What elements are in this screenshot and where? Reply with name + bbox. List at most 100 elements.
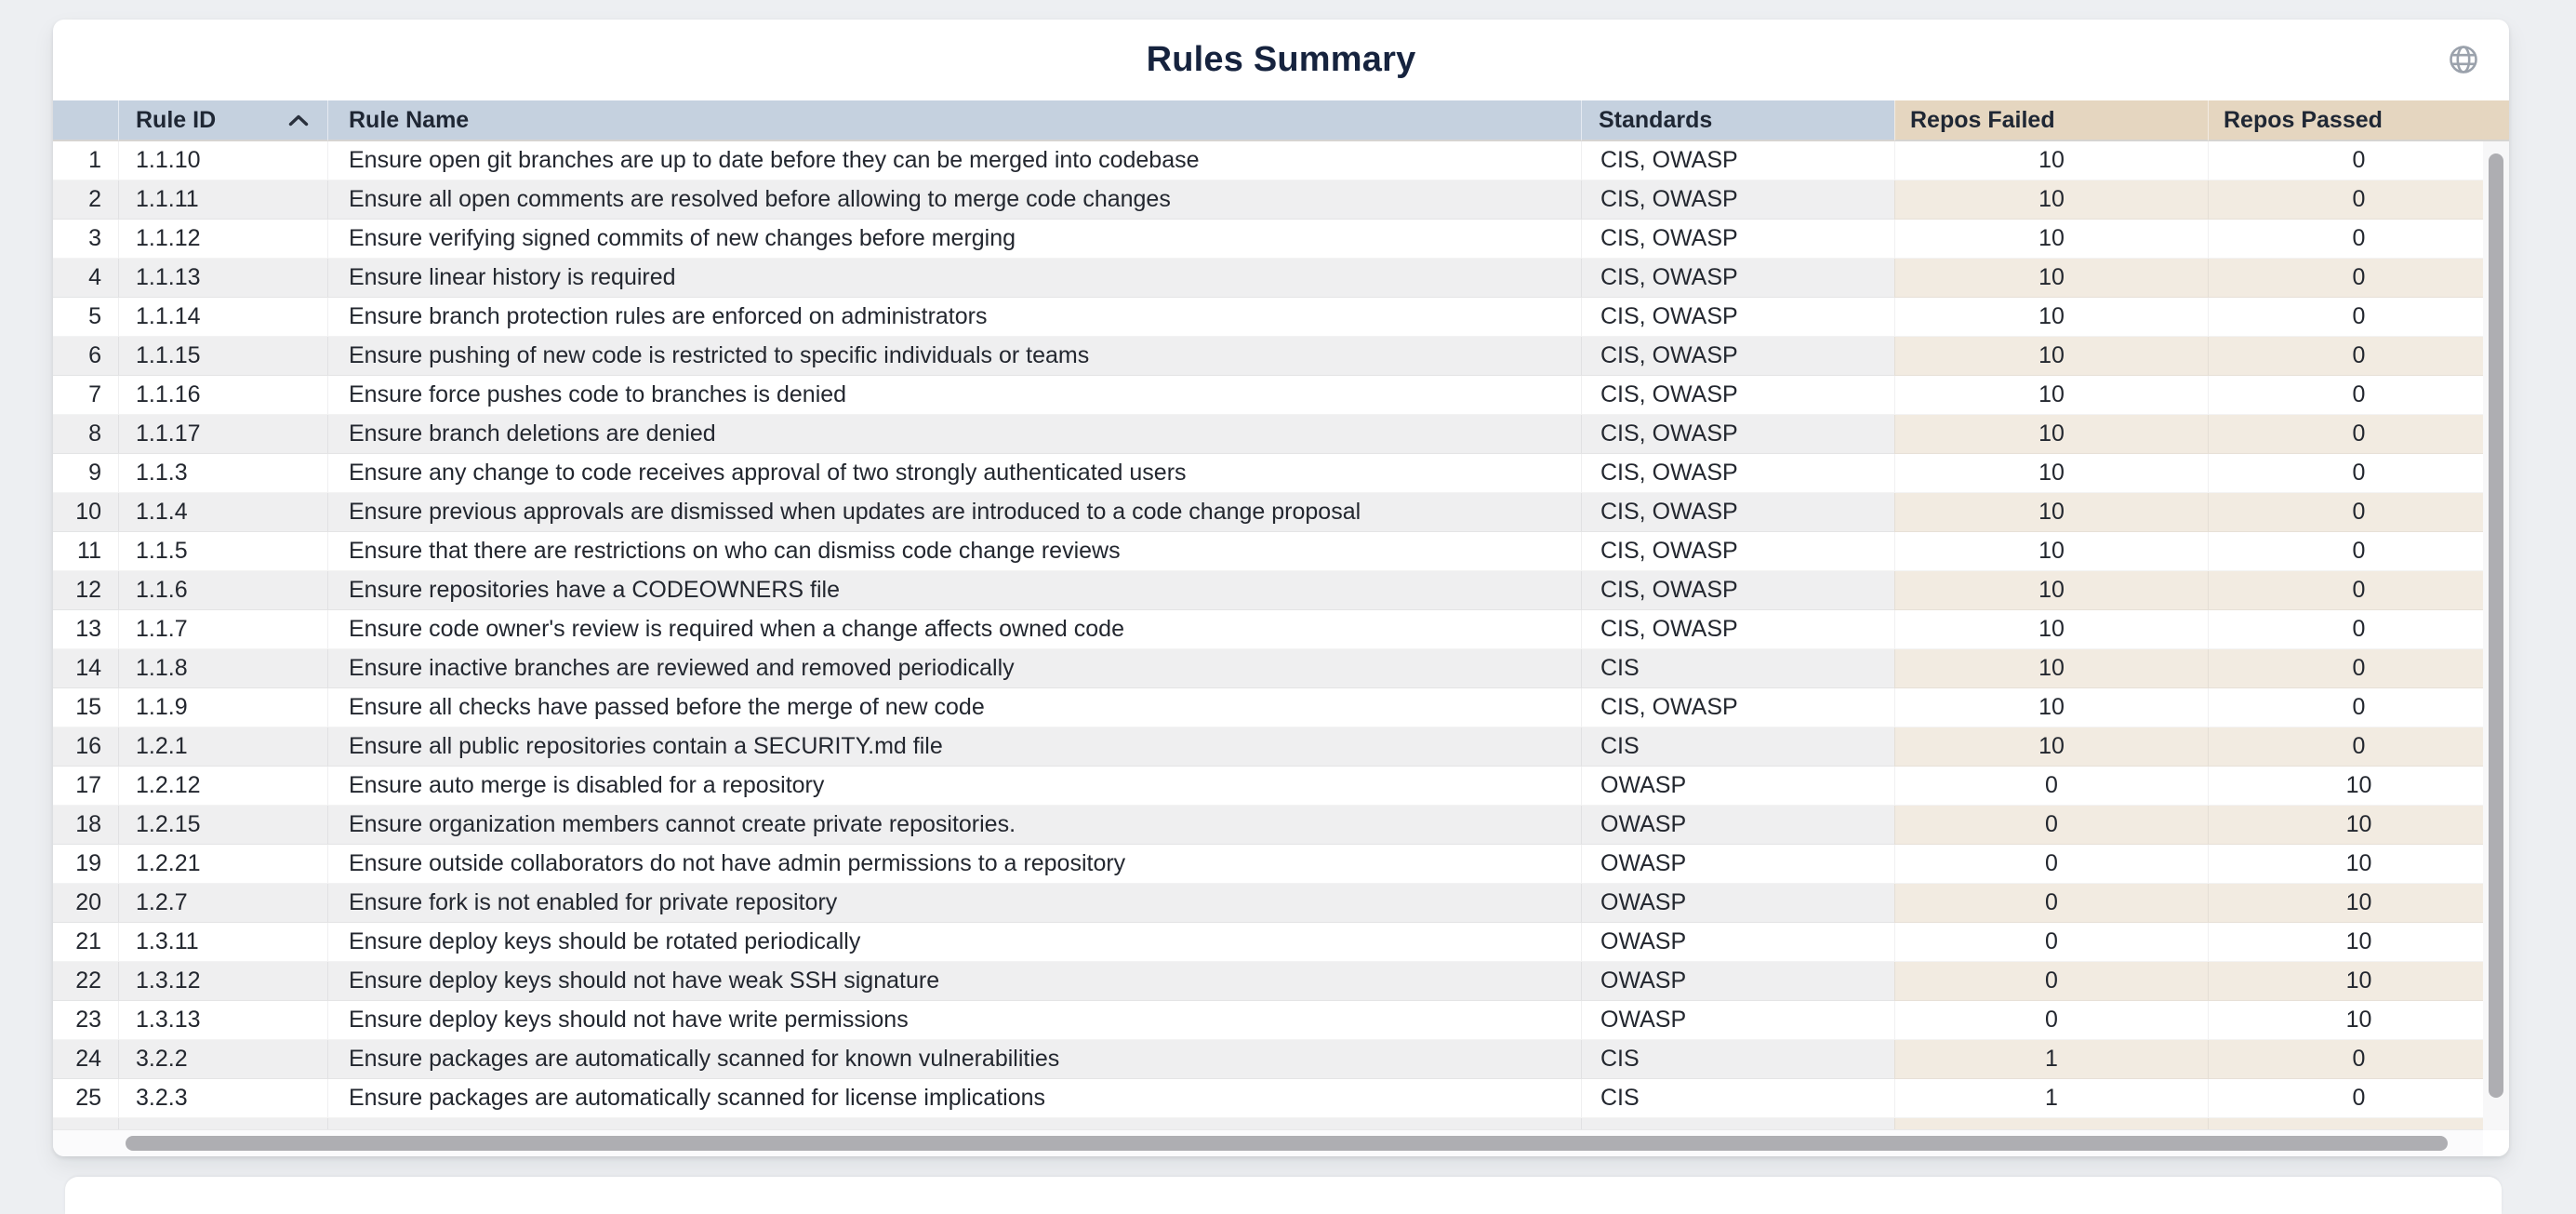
table-row[interactable]: 7 1.1.16 Ensure force pushes code to bra… — [53, 376, 2509, 415]
table-row[interactable]: 16 1.2.1 Ensure all public repositories … — [53, 727, 2509, 767]
row-index-cell: 7 — [53, 376, 118, 415]
repos-failed-cell: 0 — [1894, 962, 2208, 1001]
table-row[interactable]: 6 1.1.15 Ensure pushing of new code is r… — [53, 337, 2509, 376]
rule-id-cell: 1.2.12 — [118, 767, 327, 806]
repos-passed-cell: 0 — [2208, 1079, 2509, 1118]
repos-passed-cell: 0 — [2208, 688, 2509, 727]
repos-passed-cell: 0 — [2208, 571, 2509, 610]
vertical-scrollbar-thumb[interactable] — [2489, 153, 2503, 1098]
table-row[interactable]: 14 1.1.8 Ensure inactive branches are re… — [53, 649, 2509, 688]
rule-name-cell — [327, 1118, 1581, 1130]
standards-cell: CIS, OWASP — [1581, 688, 1894, 727]
repos-passed-cell: 10 — [2208, 923, 2509, 962]
standards-cell: OWASP — [1581, 767, 1894, 806]
table-row[interactable]: 24 3.2.2 Ensure packages are automatical… — [53, 1040, 2509, 1079]
header-cell-repos-passed[interactable]: Repos Passed — [2208, 100, 2509, 141]
row-index-cell: 2 — [53, 180, 118, 220]
row-index-cell: 12 — [53, 571, 118, 610]
rule-name-cell: Ensure code owner's review is required w… — [327, 610, 1581, 649]
standards-cell: CIS, OWASP — [1581, 298, 1894, 337]
standards-cell: CIS — [1581, 1040, 1894, 1079]
rule-name-cell: Ensure deploy keys should be rotated per… — [327, 923, 1581, 962]
table-row[interactable]: 2 1.1.11 Ensure all open comments are re… — [53, 180, 2509, 220]
repos-failed-cell: 10 — [1894, 337, 2208, 376]
rule-name-cell: Ensure packages are automatically scanne… — [327, 1079, 1581, 1118]
standards-cell: CIS, OWASP — [1581, 610, 1894, 649]
standards-cell: OWASP — [1581, 845, 1894, 884]
standards-cell: CIS, OWASP — [1581, 337, 1894, 376]
row-index-cell: 5 — [53, 298, 118, 337]
header-cell-rule-name[interactable]: Rule Name — [327, 100, 1581, 141]
standards-cell: CIS, OWASP — [1581, 376, 1894, 415]
repos-passed-cell: 0 — [2208, 220, 2509, 259]
repos-failed-cell: 1 — [1894, 1079, 2208, 1118]
rule-name-cell: Ensure linear history is required — [327, 259, 1581, 298]
table-row[interactable]: 5 1.1.14 Ensure branch protection rules … — [53, 298, 2509, 337]
standards-cell: CIS, OWASP — [1581, 259, 1894, 298]
table-row[interactable]: 1 1.1.10 Ensure open git branches are up… — [53, 141, 2509, 180]
repos-failed-cell: 10 — [1894, 141, 2208, 180]
repos-failed-cell: 10 — [1894, 571, 2208, 610]
table-row[interactable]: 22 1.3.12 Ensure deploy keys should not … — [53, 962, 2509, 1001]
globe-icon — [2447, 43, 2480, 76]
table-row[interactable]: 12 1.1.6 Ensure repositories have a CODE… — [53, 571, 2509, 610]
rule-name-cell: Ensure that there are restrictions on wh… — [327, 532, 1581, 571]
rule-name-cell: Ensure previous approvals are dismissed … — [327, 493, 1581, 532]
table-row[interactable]: 8 1.1.17 Ensure branch deletions are den… — [53, 415, 2509, 454]
repos-passed-cell: 0 — [2208, 649, 2509, 688]
page-title: Rules Summary — [1146, 40, 1416, 79]
table-row[interactable]: 9 1.1.3 Ensure any change to code receiv… — [53, 454, 2509, 493]
table-body: 1 1.1.10 Ensure open git branches are up… — [53, 141, 2509, 1130]
header-cell-standards[interactable]: Standards — [1581, 100, 1894, 141]
table-row[interactable]: 18 1.2.15 Ensure organization members ca… — [53, 806, 2509, 845]
rule-id-cell: 1.1.10 — [118, 141, 327, 180]
row-index-cell: 16 — [53, 727, 118, 767]
row-index-cell: 23 — [53, 1001, 118, 1040]
table-row[interactable]: 17 1.2.12 Ensure auto merge is disabled … — [53, 767, 2509, 806]
row-index-cell: 20 — [53, 884, 118, 923]
horizontal-scrollbar-thumb[interactable] — [126, 1136, 2448, 1151]
header-cell-repos-failed[interactable]: Repos Failed — [1894, 100, 2208, 141]
rule-id-cell: 1.1.5 — [118, 532, 327, 571]
table-row[interactable]: 23 1.3.13 Ensure deploy keys should not … — [53, 1001, 2509, 1040]
table-header-row: Rule ID Rule Name Standards Repos Failed… — [53, 100, 2509, 141]
rule-id-cell: 3.2.3 — [118, 1079, 327, 1118]
rule-id-cell — [118, 1118, 327, 1130]
table-row[interactable]: 3 1.1.12 Ensure verifying signed commits… — [53, 220, 2509, 259]
globe-button[interactable] — [2444, 40, 2483, 79]
row-index-cell — [53, 1118, 118, 1130]
rule-id-cell: 1.3.11 — [118, 923, 327, 962]
table-row[interactable]: 11 1.1.5 Ensure that there are restricti… — [53, 532, 2509, 571]
repos-failed-cell: 10 — [1894, 727, 2208, 767]
header-cell-rule-id[interactable]: Rule ID — [118, 100, 327, 141]
rule-name-cell: Ensure fork is not enabled for private r… — [327, 884, 1581, 923]
rule-id-cell: 1.2.7 — [118, 884, 327, 923]
table-row[interactable]: 19 1.2.21 Ensure outside collaborators d… — [53, 845, 2509, 884]
row-index-cell: 8 — [53, 415, 118, 454]
standards-cell: OWASP — [1581, 923, 1894, 962]
repos-passed-cell: 0 — [2208, 141, 2509, 180]
standards-cell: CIS, OWASP — [1581, 141, 1894, 180]
row-index-cell: 4 — [53, 259, 118, 298]
standards-cell: CIS, OWASP — [1581, 571, 1894, 610]
repos-failed-cell: 0 — [1894, 767, 2208, 806]
rule-name-cell: Ensure outside collaborators do not have… — [327, 845, 1581, 884]
rule-id-cell: 1.1.15 — [118, 337, 327, 376]
table-row[interactable]: 20 1.2.7 Ensure fork is not enabled for … — [53, 884, 2509, 923]
table-row[interactable]: 13 1.1.7 Ensure code owner's review is r… — [53, 610, 2509, 649]
rule-id-cell: 1.1.16 — [118, 376, 327, 415]
table-row[interactable]: 21 1.3.11 Ensure deploy keys should be r… — [53, 923, 2509, 962]
repos-failed-cell: 10 — [1894, 220, 2208, 259]
rule-id-cell: 1.3.13 — [118, 1001, 327, 1040]
repos-passed-cell: 10 — [2208, 1001, 2509, 1040]
table-row[interactable]: 4 1.1.13 Ensure linear history is requir… — [53, 259, 2509, 298]
table-row[interactable]: 15 1.1.9 Ensure all checks have passed b… — [53, 688, 2509, 727]
table-row[interactable] — [53, 1118, 2509, 1130]
rule-name-cell: Ensure all public repositories contain a… — [327, 727, 1581, 767]
sort-ascending-icon — [288, 114, 309, 127]
table-row[interactable]: 25 3.2.3 Ensure packages are automatical… — [53, 1079, 2509, 1118]
standards-cell: OWASP — [1581, 962, 1894, 1001]
header-cell-index — [53, 100, 118, 141]
table-row[interactable]: 10 1.1.4 Ensure previous approvals are d… — [53, 493, 2509, 532]
rule-id-cell: 1.1.6 — [118, 571, 327, 610]
